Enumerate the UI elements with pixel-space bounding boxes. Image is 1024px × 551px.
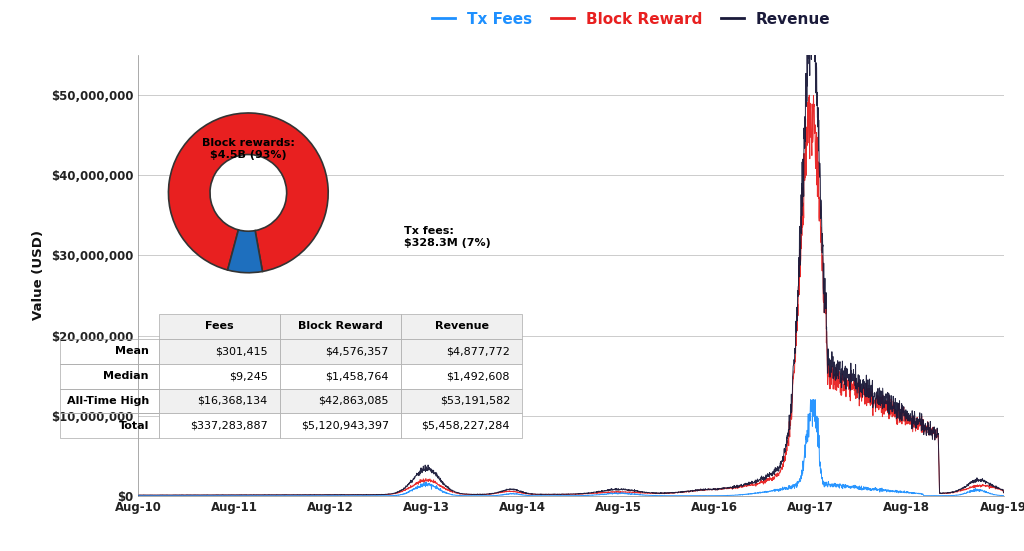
Wedge shape — [227, 230, 262, 273]
Wedge shape — [169, 113, 328, 272]
Y-axis label: Value (USD): Value (USD) — [33, 230, 45, 321]
Text: Block rewards:
$4.5B (93%): Block rewards: $4.5B (93%) — [202, 138, 295, 160]
Text: Tx fees:
$328.3M (7%): Tx fees: $328.3M (7%) — [404, 226, 490, 247]
Legend: Tx Fees, Block Reward, Revenue: Tx Fees, Block Reward, Revenue — [426, 6, 837, 33]
